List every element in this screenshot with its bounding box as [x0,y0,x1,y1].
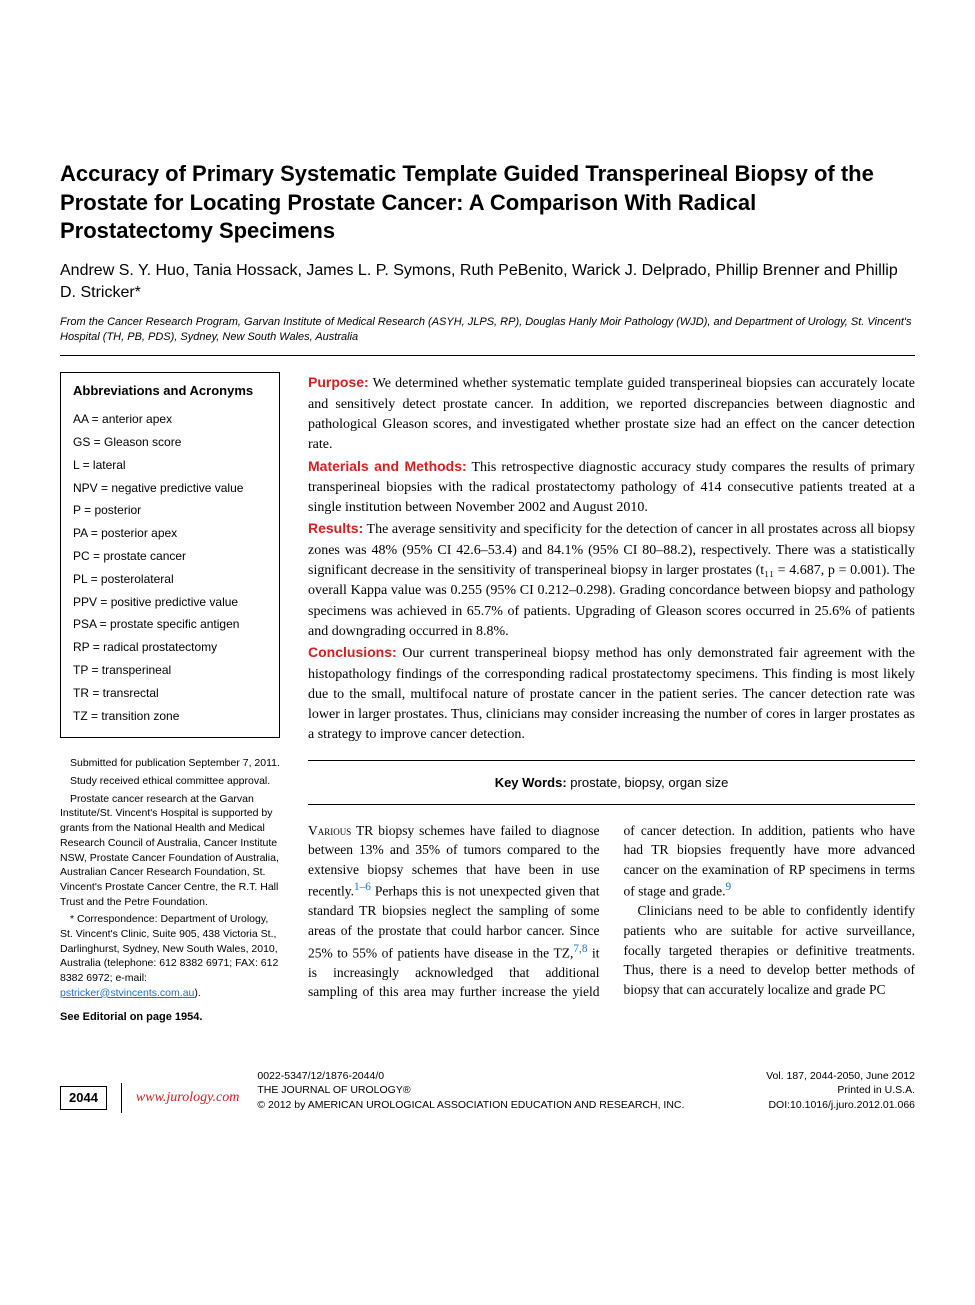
funding-note: Prostate cancer research at the Garvan I… [60,792,280,910]
volume-info: Vol. 187, 2044-2050, June 2012 [766,1069,915,1084]
doi: DOI:10.1016/j.juro.2012.01.066 [766,1098,915,1113]
keywords-text: prostate, biopsy, organ size [567,775,729,790]
citation-link[interactable]: 7,8 [573,943,587,955]
article-title: Accuracy of Primary Systematic Template … [60,160,915,246]
footer-divider [121,1083,122,1113]
authors: Andrew S. Y. Huo, Tania Hossack, James L… [60,260,915,305]
methods-heading: Materials and Methods: [308,458,467,474]
citation-link[interactable]: 9 [725,881,731,893]
submission-notes: Submitted for publication September 7, 2… [60,756,280,1025]
citation-link[interactable]: 1–6 [354,881,371,893]
footer-right: Vol. 187, 2044-2050, June 2012 Printed i… [766,1069,915,1113]
issn: 0022-5347/12/1876-2044/0 [257,1069,766,1084]
copyright: © 2012 by AMERICAN UROLOGICAL ASSOCIATIO… [257,1098,766,1113]
keywords-label: Key Words: [495,775,567,790]
abbrev-item: TR = transrectal [73,682,267,705]
journal-url-link[interactable]: www.jurology.com [136,1088,239,1108]
abbreviations-heading: Abbreviations and Acronyms [73,383,267,400]
abbrev-item: PC = prostate cancer [73,545,267,568]
main-column: Purpose: We determined whether systemati… [308,372,915,1001]
abbrev-item: TP = transperineal [73,659,267,682]
conclusions-text: Our current transperineal biopsy method … [308,646,915,742]
purpose-heading: Purpose: [308,374,369,390]
affiliation: From the Cancer Research Program, Garvan… [60,315,915,346]
abbrev-item: RP = radical prostatectomy [73,636,267,659]
keywords: Key Words: prostate, biopsy, organ size [308,771,915,794]
abstract: Purpose: We determined whether systemati… [308,372,915,745]
footer-left: 2044 www.jurology.com [60,1083,239,1113]
footer-center: 0022-5347/12/1876-2044/0 THE JOURNAL OF … [239,1069,766,1113]
abbrev-item: PPV = positive predictive value [73,591,267,614]
journal-name: THE JOURNAL OF UROLOGY® [257,1083,766,1098]
body-paragraph-2: Clinicians need to be able to confidentl… [624,901,916,999]
ethics-note: Study received ethical committee approva… [60,774,280,789]
editorial-reference: See Editorial on page 1954. [60,1010,280,1025]
abbrev-item: GS = Gleason score [73,431,267,454]
keywords-section: Key Words: prostate, biopsy, organ size [308,760,915,805]
body-text: Various TR biopsy schemes have failed to… [308,821,915,1002]
abbreviations-box: Abbreviations and Acronyms AA = anterior… [60,372,280,738]
two-column-layout: Abbreviations and Acronyms AA = anterior… [60,372,915,1028]
page-footer: 2044 www.jurology.com 0022-5347/12/1876-… [60,1069,915,1113]
header-rule [60,355,915,356]
correspondence-suffix: ). [194,987,200,999]
results-heading: Results: [308,520,363,536]
abbrev-item: PA = posterior apex [73,522,267,545]
sidebar: Abbreviations and Acronyms AA = anterior… [60,372,280,1028]
correspondence-note: * Correspondence: Department of Urology,… [60,912,280,1000]
page-number: 2044 [60,1086,107,1110]
abbreviations-list: AA = anterior apex GS = Gleason score L … [73,408,267,727]
abbrev-item: L = lateral [73,454,267,477]
results-text: The average sensitivity and specificity … [308,522,915,638]
abbrev-item: NPV = negative predictive value [73,477,267,500]
printed-info: Printed in U.S.A. [766,1083,915,1098]
abbrev-item: TZ = transition zone [73,705,267,728]
conclusions-heading: Conclusions: [308,644,397,660]
submitted-note: Submitted for publication September 7, 2… [60,756,280,771]
keywords-rule-bottom [308,804,915,805]
dropword: Various [308,823,351,838]
abbrev-item: AA = anterior apex [73,408,267,431]
abbrev-item: PSA = prostate specific antigen [73,613,267,636]
correspondence-text: * Correspondence: Department of Urology,… [60,913,278,984]
purpose-text: We determined whether systematic templat… [308,376,915,452]
keywords-rule-top [308,760,915,761]
abbrev-item: PL = posterolateral [73,568,267,591]
correspondence-email-link[interactable]: pstricker@stvincents.com.au [60,987,194,999]
abbrev-item: P = posterior [73,499,267,522]
